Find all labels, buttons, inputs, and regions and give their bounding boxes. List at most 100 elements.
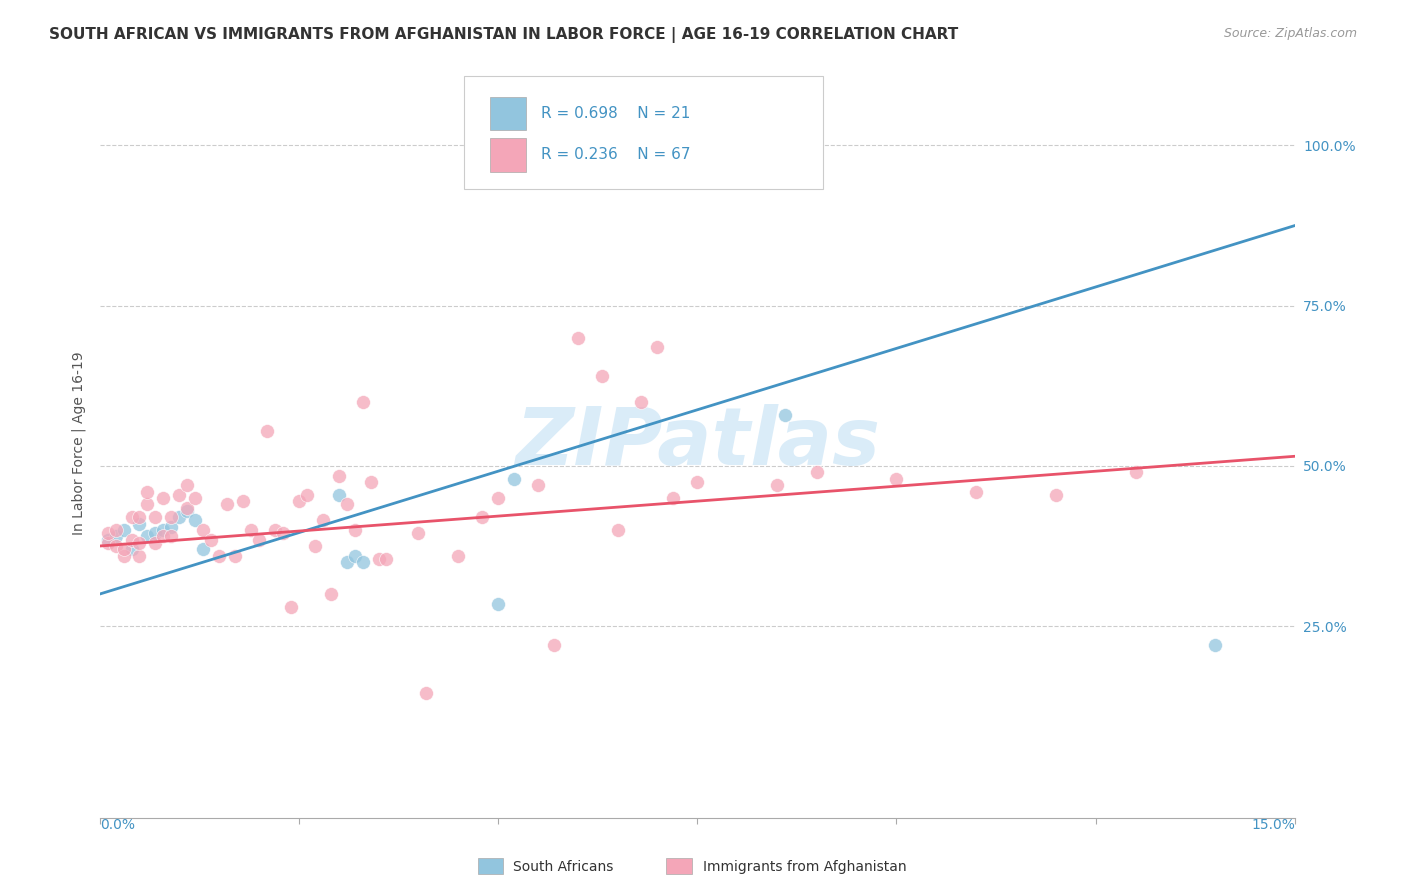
Point [176,504,198,518]
Point [104,523,127,537]
Text: Immigrants from Afghanistan: Immigrants from Afghanistan [703,860,907,874]
Text: SOUTH AFRICAN VS IMMIGRANTS FROM AFGHANISTAN IN LABOR FORCE | AGE 16-19 CORRELAT: SOUTH AFRICAN VS IMMIGRANTS FROM AFGHANI… [49,27,959,43]
Point [128,549,150,563]
Text: Source: ZipAtlas.com: Source: ZipAtlas.com [1223,27,1357,40]
Point [193,542,215,557]
Point [503,472,526,486]
Point [886,472,908,486]
Point [1204,638,1226,652]
Point [184,513,207,527]
Point [647,340,669,354]
Point [606,523,628,537]
Point [112,542,135,557]
Point [319,587,342,601]
Point [152,529,174,543]
Point [169,510,191,524]
FancyBboxPatch shape [464,76,823,188]
Point [360,475,382,489]
Point [312,513,335,527]
FancyBboxPatch shape [491,138,526,171]
Point [97,526,120,541]
Point [145,536,167,550]
Point [336,497,359,511]
Point [160,529,183,543]
Point [160,520,183,534]
Point [527,478,550,492]
Point [145,526,167,541]
Point [136,497,159,511]
Point [471,510,494,524]
Point [121,542,143,557]
Point [336,555,359,569]
Point [486,491,509,505]
Point [200,533,222,547]
FancyBboxPatch shape [491,96,526,130]
Point [184,491,207,505]
Point [567,331,589,345]
Point [630,394,652,409]
Point [224,549,246,563]
Point [97,536,120,550]
Point [136,484,159,499]
Text: South Africans: South Africans [513,860,613,874]
Point [591,369,613,384]
Point [447,549,470,563]
Bar [478,858,503,874]
Point [193,523,215,537]
Point [773,408,796,422]
Y-axis label: In Labor Force | Age 16-19: In Labor Force | Age 16-19 [72,351,86,535]
Point [104,529,127,543]
Point [1045,488,1067,502]
Point [271,526,294,541]
Point [169,488,191,502]
Point [152,523,174,537]
Point [766,478,789,492]
Point [415,686,437,700]
Point [662,491,685,505]
Point [408,526,430,541]
Text: ZIPatlas: ZIPatlas [515,404,880,483]
Point [160,510,183,524]
Point [208,549,231,563]
Point [543,638,565,652]
Point [112,523,135,537]
Point [295,488,318,502]
Text: R = 0.236    N = 67: R = 0.236 N = 67 [541,147,690,162]
Point [304,539,326,553]
Point [176,500,198,515]
Point [240,523,263,537]
Point [328,488,350,502]
Point [121,510,143,524]
Point [288,494,311,508]
Point [247,533,270,547]
Point [152,491,174,505]
Point [280,599,302,614]
Text: R = 0.698    N = 21: R = 0.698 N = 21 [541,106,690,121]
Point [806,465,828,479]
Point [128,536,150,550]
Text: 15.0%: 15.0% [1251,818,1295,832]
Point [176,478,198,492]
Point [965,484,987,499]
Point [217,497,239,511]
Point [352,555,374,569]
Point [367,551,389,566]
Point [128,510,150,524]
Text: 0.0%: 0.0% [100,818,135,832]
Point [232,494,254,508]
Point [264,523,287,537]
Point [352,394,374,409]
Point [1125,465,1147,479]
Point [121,533,143,547]
Bar [666,858,692,874]
Point [343,523,366,537]
Point [104,539,127,553]
Point [112,549,135,563]
Point [128,516,150,531]
Point [343,549,366,563]
Point [486,597,509,611]
Point [145,510,167,524]
Point [97,533,120,547]
Point [375,551,398,566]
Point [256,424,278,438]
